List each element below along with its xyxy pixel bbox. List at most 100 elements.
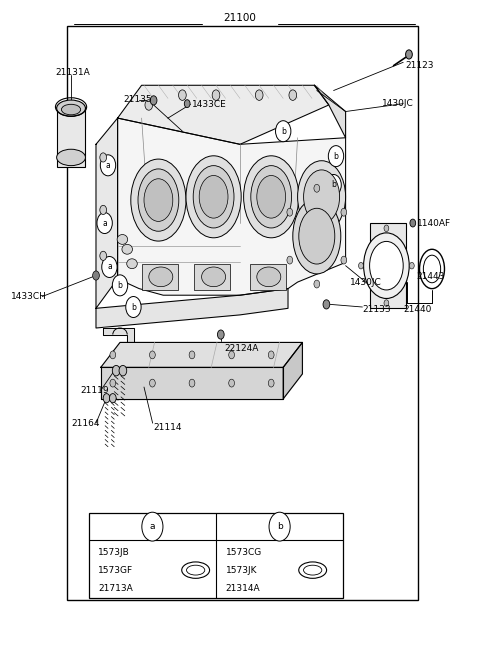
- Ellipse shape: [251, 165, 291, 228]
- Ellipse shape: [186, 156, 241, 238]
- Ellipse shape: [131, 159, 186, 241]
- Circle shape: [102, 256, 117, 277]
- Bar: [57, 108, 85, 167]
- Polygon shape: [101, 342, 302, 367]
- Circle shape: [184, 100, 190, 108]
- Text: 21164: 21164: [71, 419, 99, 428]
- Text: 21114: 21114: [154, 423, 182, 432]
- Circle shape: [150, 96, 157, 105]
- Circle shape: [228, 351, 234, 359]
- Text: 1140AF: 1140AF: [417, 218, 451, 228]
- Circle shape: [228, 379, 234, 387]
- Text: 21123: 21123: [406, 61, 434, 70]
- Circle shape: [126, 297, 141, 318]
- Text: b: b: [118, 281, 122, 290]
- Circle shape: [410, 219, 416, 227]
- Circle shape: [103, 394, 110, 403]
- Circle shape: [97, 213, 112, 234]
- Ellipse shape: [57, 150, 85, 165]
- Polygon shape: [96, 118, 118, 308]
- Circle shape: [149, 379, 156, 387]
- Ellipse shape: [182, 562, 210, 579]
- Ellipse shape: [144, 179, 173, 222]
- Circle shape: [255, 90, 263, 100]
- Ellipse shape: [149, 267, 173, 287]
- Ellipse shape: [298, 161, 346, 233]
- Circle shape: [179, 90, 186, 100]
- Polygon shape: [103, 328, 134, 342]
- Circle shape: [276, 121, 291, 142]
- Text: 21133: 21133: [362, 305, 391, 314]
- Ellipse shape: [303, 565, 322, 575]
- Polygon shape: [118, 118, 346, 295]
- Circle shape: [328, 146, 344, 167]
- Text: 1573GF: 1573GF: [98, 565, 133, 575]
- Circle shape: [314, 184, 320, 192]
- Circle shape: [384, 225, 389, 232]
- Ellipse shape: [299, 562, 326, 579]
- Circle shape: [145, 100, 153, 110]
- Bar: [89, 513, 343, 598]
- Circle shape: [109, 394, 116, 403]
- Text: b: b: [331, 180, 336, 190]
- Text: 22124A: 22124A: [225, 344, 259, 354]
- Bar: [370, 223, 406, 308]
- Text: 1573JK: 1573JK: [226, 565, 257, 575]
- Text: 21100: 21100: [224, 13, 256, 24]
- Text: 1433CH: 1433CH: [11, 292, 47, 301]
- Text: a: a: [150, 522, 155, 531]
- Ellipse shape: [202, 267, 226, 287]
- Text: 1433CE: 1433CE: [192, 100, 227, 110]
- Text: 21314A: 21314A: [226, 584, 260, 592]
- Text: 21119: 21119: [81, 386, 109, 395]
- Circle shape: [326, 174, 341, 195]
- Circle shape: [100, 251, 107, 260]
- Text: 21440: 21440: [403, 305, 432, 314]
- Ellipse shape: [299, 208, 335, 264]
- Circle shape: [100, 205, 107, 215]
- Ellipse shape: [57, 100, 85, 117]
- Circle shape: [217, 330, 224, 339]
- Polygon shape: [283, 342, 302, 399]
- Circle shape: [189, 351, 195, 359]
- Text: 1430JC: 1430JC: [350, 277, 382, 287]
- Circle shape: [212, 90, 220, 100]
- Circle shape: [100, 153, 107, 162]
- Circle shape: [268, 379, 274, 387]
- Circle shape: [323, 300, 330, 309]
- Ellipse shape: [257, 175, 286, 218]
- Ellipse shape: [423, 255, 441, 283]
- Text: a: a: [102, 218, 107, 228]
- Ellipse shape: [61, 104, 81, 115]
- Polygon shape: [96, 289, 288, 328]
- Circle shape: [149, 351, 156, 359]
- Ellipse shape: [257, 267, 281, 287]
- Bar: [194, 264, 230, 290]
- Text: 21135: 21135: [123, 95, 152, 104]
- Circle shape: [314, 280, 320, 288]
- Ellipse shape: [420, 249, 444, 289]
- Circle shape: [287, 256, 293, 264]
- Bar: [250, 264, 286, 290]
- Bar: [67, 26, 418, 600]
- Circle shape: [359, 262, 363, 269]
- Polygon shape: [118, 85, 329, 144]
- Circle shape: [110, 379, 116, 387]
- Circle shape: [93, 271, 99, 280]
- Circle shape: [289, 90, 297, 100]
- Ellipse shape: [364, 233, 409, 298]
- Text: 1573JB: 1573JB: [98, 548, 130, 557]
- Circle shape: [409, 262, 414, 269]
- Text: a: a: [106, 161, 110, 170]
- Polygon shape: [314, 85, 346, 138]
- Circle shape: [100, 155, 116, 176]
- Circle shape: [406, 50, 412, 59]
- Text: 1573CG: 1573CG: [226, 548, 262, 557]
- Ellipse shape: [243, 156, 299, 238]
- Text: 21443: 21443: [417, 272, 445, 281]
- Text: b: b: [131, 302, 136, 312]
- Ellipse shape: [127, 258, 137, 269]
- Circle shape: [110, 351, 116, 359]
- Ellipse shape: [304, 170, 340, 224]
- Circle shape: [142, 512, 163, 541]
